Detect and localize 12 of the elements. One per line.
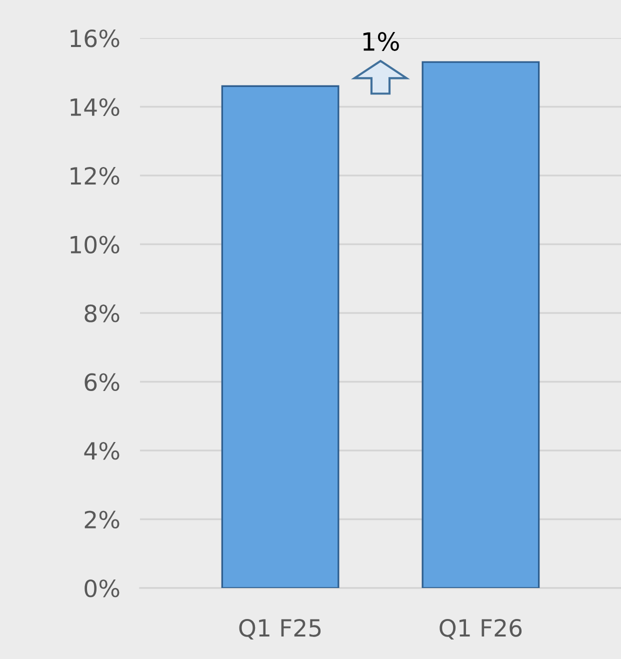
y-tick-label: 14%	[70, 98, 120, 116]
y-tick-label: 16%	[70, 29, 120, 48]
y-tick-label: 10%	[70, 236, 120, 254]
y-tick-label: 12%	[70, 166, 120, 185]
x-tick-label: Q1 F26	[440, 618, 522, 640]
annotation: 1%	[363, 32, 399, 51]
y-tick-label: 8%	[84, 304, 120, 322]
y-tick-label: 2%	[84, 510, 120, 529]
x-tick-label: Q1 F25	[239, 618, 321, 640]
y-tick-label: 4%	[84, 442, 120, 460]
y-tick-label: 6%	[84, 373, 120, 392]
y-tick-label: 0%	[84, 579, 120, 598]
